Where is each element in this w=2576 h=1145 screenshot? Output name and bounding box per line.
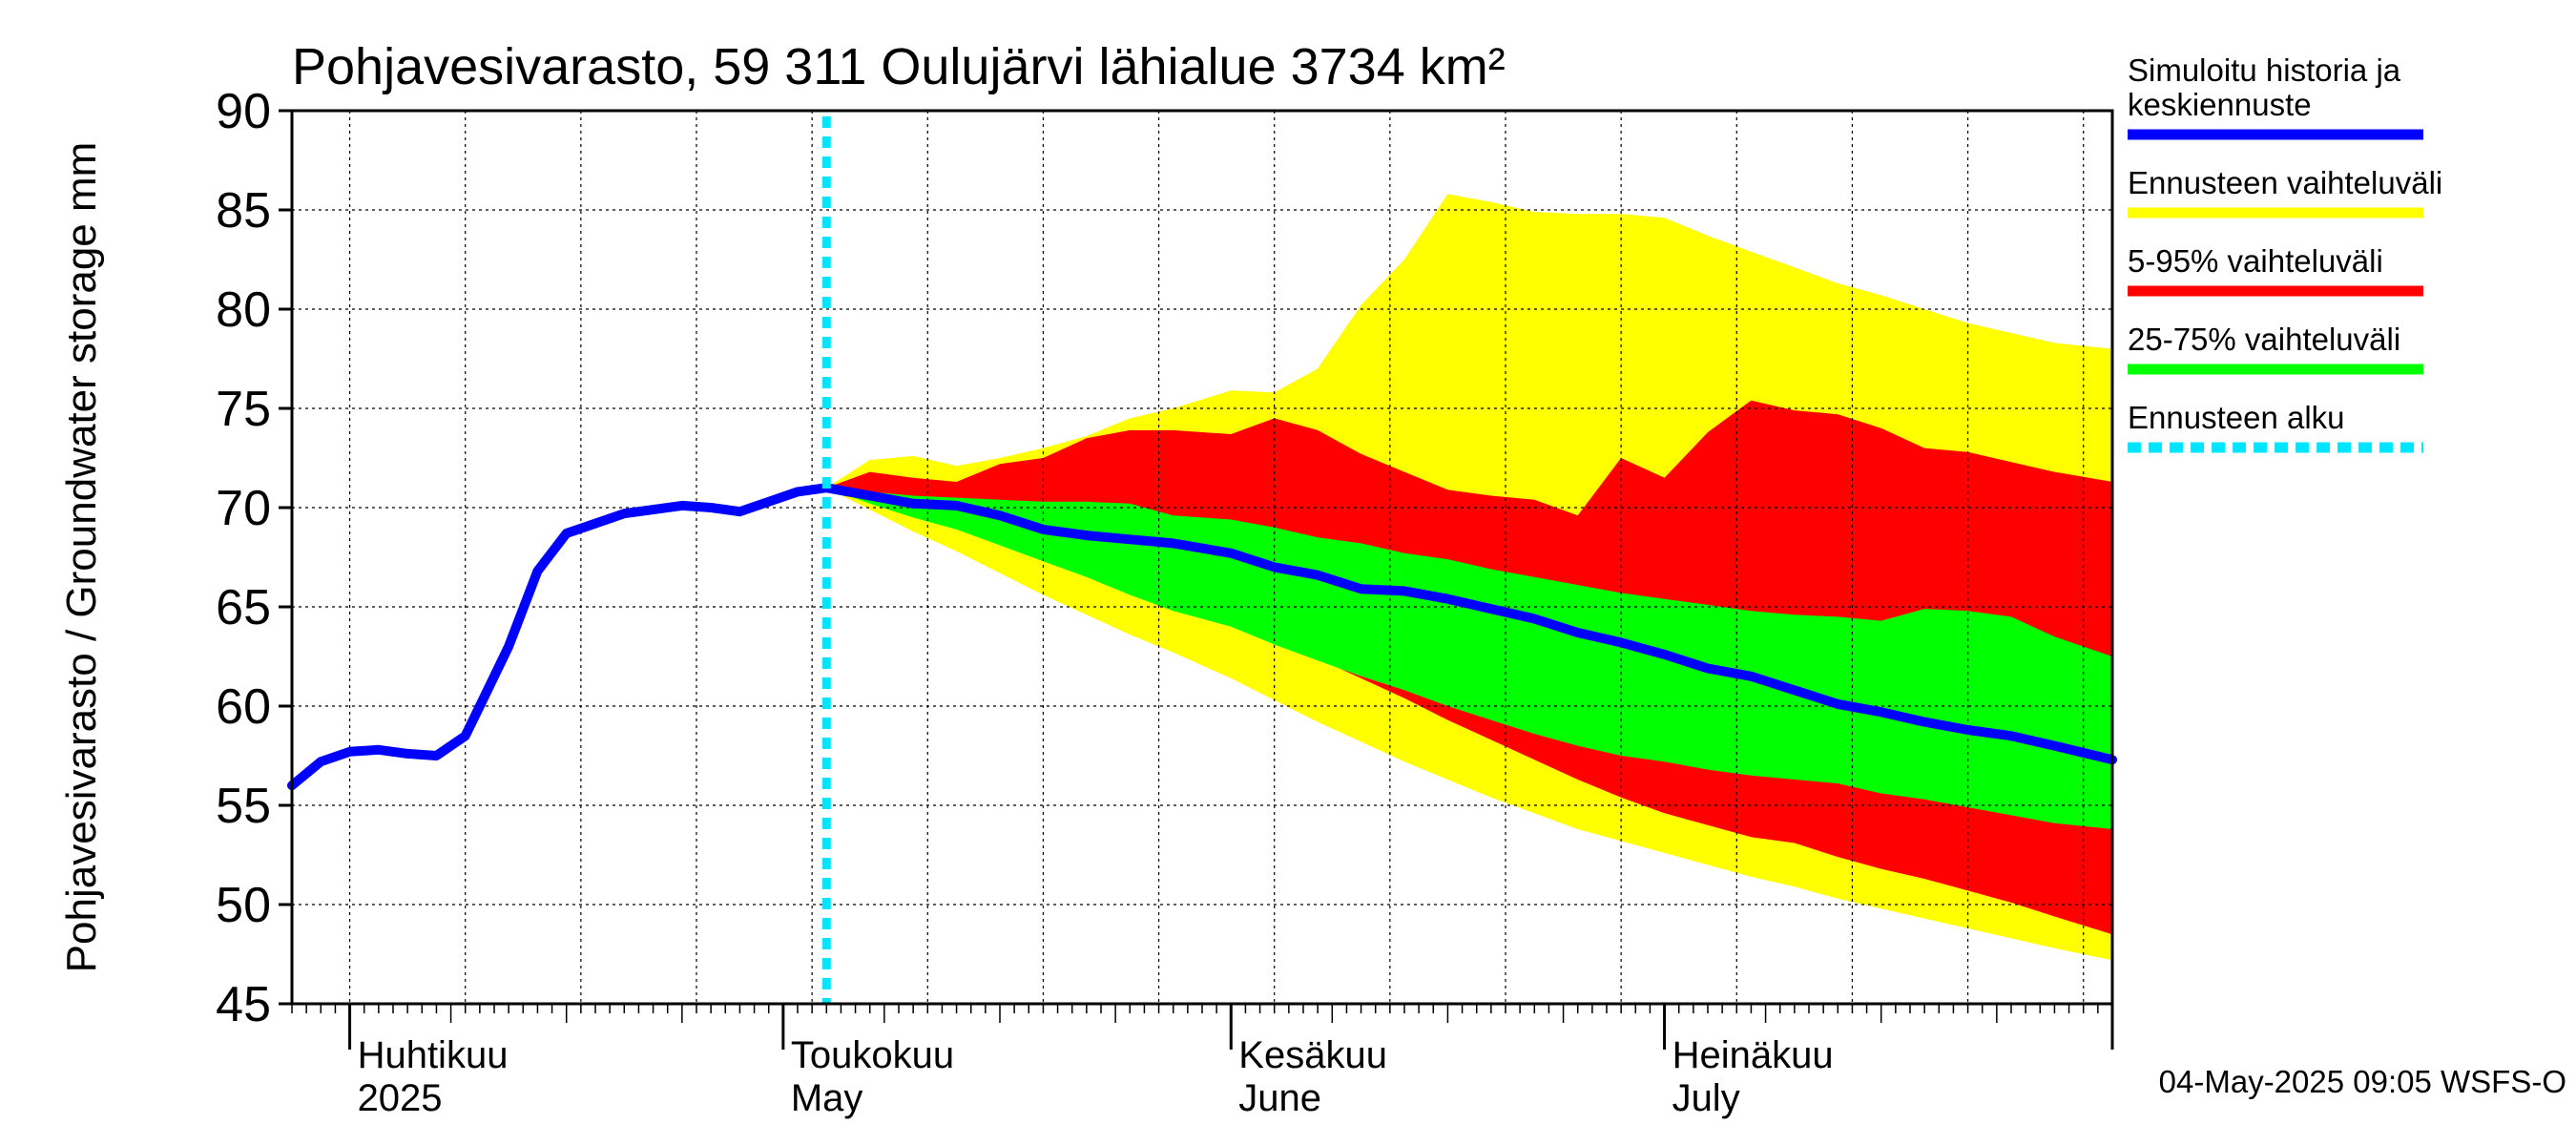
legend-label: Ennusteen vaihteluväli [2128, 165, 2442, 200]
y-tick-label: 75 [216, 382, 271, 437]
grid [292, 111, 2112, 1004]
month-sublabel: June [1238, 1077, 1321, 1119]
y-tick-label: 90 [216, 84, 271, 139]
y-tick-label: 60 [216, 679, 271, 735]
footer-timestamp: 04-May-2025 09:05 WSFS-O [2159, 1064, 2566, 1099]
legend-label: Ennusteen alku [2128, 400, 2345, 435]
y-tick-label: 45 [216, 977, 271, 1032]
y-tick-label: 50 [216, 878, 271, 933]
y-tick-label: 80 [216, 282, 271, 338]
legend-label: keskiennuste [2128, 87, 2312, 122]
forecast-bands [826, 194, 2112, 961]
y-axis-label: Pohjavesivarasto / Groundwater storage m… [58, 142, 105, 973]
y-tick-label: 55 [216, 779, 271, 834]
legend-label: 25-75% vaihteluväli [2128, 322, 2400, 357]
history-line [287, 483, 832, 791]
legend-label: 5-95% vaihteluväli [2128, 243, 2383, 279]
month-label: Toukokuu [791, 1034, 954, 1076]
month-sublabel: 2025 [358, 1077, 443, 1119]
y-tick-label: 85 [216, 183, 271, 239]
month-label: Heinäkuu [1672, 1034, 1834, 1076]
month-sublabel: July [1672, 1077, 1740, 1119]
legend-label: Simuloitu historia ja [2128, 52, 2401, 88]
month-label: Kesäkuu [1238, 1034, 1387, 1076]
median-forecast-line [821, 483, 2117, 765]
series-lines [287, 116, 2117, 1004]
band-25-75 [826, 488, 2112, 829]
y-tick-label: 65 [216, 580, 271, 635]
month-sublabel: May [791, 1077, 863, 1119]
chart-title: Pohjavesivarasto, 59 311 Oulujärvi lähia… [292, 38, 1506, 95]
y-tick-label: 70 [216, 481, 271, 536]
month-label: Huhtikuu [358, 1034, 509, 1076]
